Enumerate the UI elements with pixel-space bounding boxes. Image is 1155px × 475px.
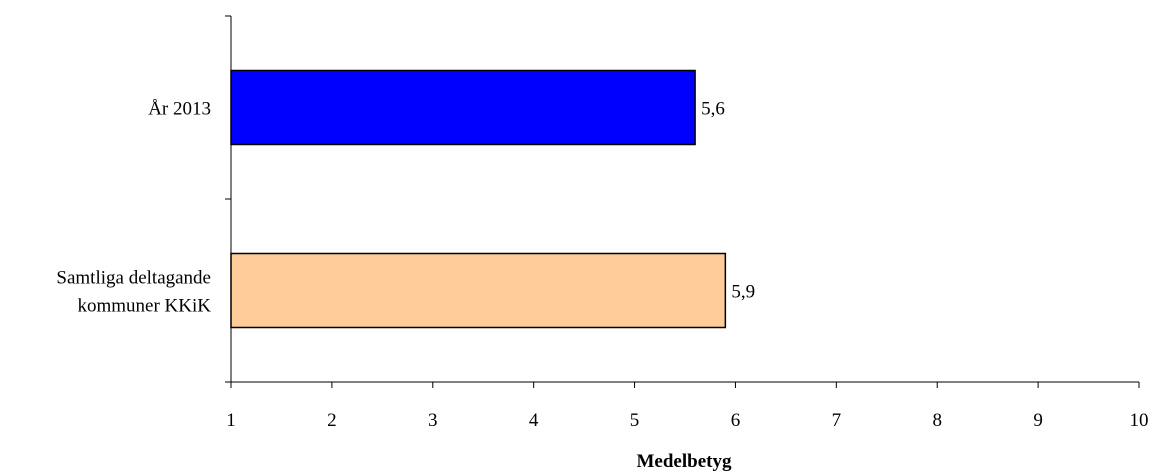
x-tick-label: 7 — [832, 410, 842, 431]
x-axis-title: Medelbetyg — [637, 451, 732, 472]
plot-area: 5,6 5,9 — [230, 69, 755, 329]
x-axis: 1 2 3 4 5 6 7 8 9 10 — [226, 381, 1149, 431]
x-tick-label: 10 — [1130, 410, 1149, 431]
x-tick-label: 8 — [932, 410, 942, 431]
x-tick-label: 2 — [327, 410, 337, 431]
data-label: 5,6 — [701, 99, 725, 120]
bar — [230, 69, 696, 146]
x-tick-label: 3 — [428, 410, 438, 431]
category-label: År 2013 — [148, 99, 211, 120]
x-tick-label: 4 — [529, 410, 539, 431]
y-axis: År 2013 Samtliga deltagande kommuner KKiK — [56, 15, 232, 383]
category-label: Samtliga deltagande kommuner KKiK — [56, 268, 211, 317]
x-tick-label: 9 — [1033, 410, 1043, 431]
x-tick-label: 6 — [731, 410, 741, 431]
data-label: 5,9 — [731, 282, 755, 303]
x-tick-label: 5 — [630, 410, 640, 431]
bar — [230, 252, 727, 329]
x-tick-label: 1 — [226, 410, 236, 431]
